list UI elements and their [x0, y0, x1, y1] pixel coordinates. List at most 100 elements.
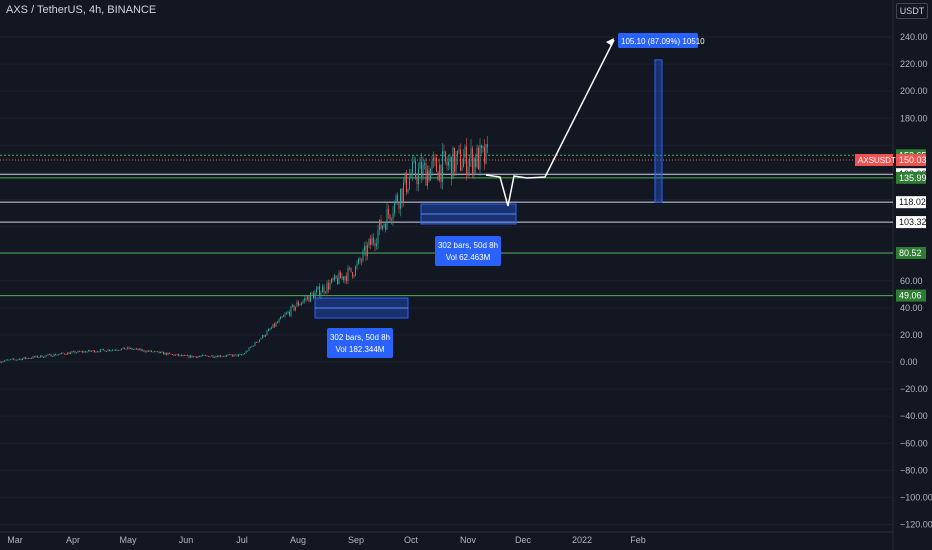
candle-body: [187, 355, 188, 357]
candle-body: [77, 351, 79, 353]
candle-body: [112, 349, 113, 351]
symbol-label: AXSUSDT: [858, 156, 896, 165]
candle-body: [29, 358, 31, 359]
candle-body: [319, 286, 320, 296]
candle-body: [424, 163, 425, 165]
candle-body: [236, 354, 238, 357]
candle-body: [301, 302, 302, 305]
candle-body: [338, 272, 340, 284]
candle-body: [292, 305, 293, 307]
candle-body: [448, 161, 449, 166]
candle-body: [127, 347, 128, 349]
candle-body: [320, 292, 322, 296]
candle-body: [350, 267, 352, 273]
candle-body: [220, 355, 221, 357]
candle-body: [149, 350, 151, 352]
candle-body: [97, 351, 98, 353]
x-tick-label: Oct: [404, 535, 419, 545]
candle-body: [284, 314, 286, 316]
candle-body: [172, 354, 173, 356]
y-tick-label: −20.00: [900, 384, 928, 394]
candle-body: [146, 350, 148, 352]
candle-body: [188, 355, 190, 358]
y-tick-label: 200.00: [900, 86, 928, 96]
candle-body: [434, 157, 436, 159]
projection-range-bar: [654, 59, 663, 203]
candle-body: [266, 331, 268, 335]
range-label-box: [435, 236, 501, 266]
candle-body: [356, 263, 358, 267]
candle-body: [268, 329, 269, 332]
candle-body: [200, 355, 202, 357]
candle-body: [182, 355, 184, 356]
candle-body: [71, 351, 73, 353]
candle-body: [293, 305, 295, 311]
candle-body: [437, 171, 439, 181]
candle-body: [460, 149, 461, 171]
candle-body: [92, 350, 94, 352]
candle-body: [22, 358, 23, 360]
candle-body: [289, 311, 290, 316]
candle-body: [443, 151, 445, 153]
candle-body: [277, 322, 278, 324]
candle-body: [214, 357, 215, 358]
candle-body: [415, 161, 416, 178]
candle-body: [386, 208, 388, 230]
candle-body: [178, 354, 179, 356]
candle-body: [16, 359, 17, 361]
candle-body: [58, 354, 59, 356]
candle-body: [302, 300, 304, 303]
candle-body: [407, 188, 409, 193]
candle-body: [209, 356, 211, 358]
candle-body: [208, 355, 209, 358]
x-tick-label: Sep: [348, 535, 364, 545]
candle-body: [5, 359, 7, 361]
candle-body: [358, 258, 359, 264]
candle-body: [416, 177, 418, 185]
level-price-label: 103.32: [899, 217, 927, 227]
candle-body: [377, 230, 379, 244]
candle-body: [23, 357, 25, 359]
candle-body: [151, 350, 152, 352]
candle-body: [353, 275, 355, 277]
candle-body: [133, 349, 134, 351]
candle-body: [91, 351, 92, 352]
y-tick-label: 240.00: [900, 32, 928, 42]
projection-label: 105.10 (87.09%) 10510: [621, 37, 705, 46]
candle-body: [202, 354, 203, 356]
candle-body: [20, 358, 22, 360]
candle-body: [50, 354, 52, 357]
x-tick-label: 2022: [572, 535, 592, 545]
candle-body: [44, 355, 46, 358]
candle-body: [130, 347, 131, 349]
candle-body: [332, 278, 334, 281]
candle-body: [290, 306, 292, 316]
candle-body: [395, 195, 397, 202]
candle-body: [328, 282, 329, 290]
y-tick-label: −80.00: [900, 465, 928, 475]
candle-body: [80, 351, 82, 353]
candle-body: [191, 355, 193, 358]
candle-body: [322, 286, 323, 293]
candle-body: [436, 157, 437, 172]
candle-body: [296, 302, 298, 307]
candle-body: [349, 267, 350, 269]
range-bars-label: 302 bars, 50d 8h: [330, 333, 390, 342]
candle-body: [2, 361, 4, 363]
candle-body: [247, 350, 248, 352]
candle-body: [478, 147, 479, 170]
candle-body: [307, 296, 308, 300]
candle-body: [457, 150, 458, 157]
x-tick-label: Jun: [179, 535, 194, 545]
candle-body: [59, 353, 61, 355]
candle-body: [73, 351, 74, 353]
level-price-tag: [896, 246, 926, 259]
candle-body: [95, 351, 97, 353]
currency-button[interactable]: USDT: [896, 3, 928, 19]
candle-body: [238, 354, 239, 357]
candle-body: [37, 355, 38, 358]
candle-body: [256, 342, 257, 343]
candle-body: [196, 356, 197, 358]
candle-body: [299, 304, 301, 306]
